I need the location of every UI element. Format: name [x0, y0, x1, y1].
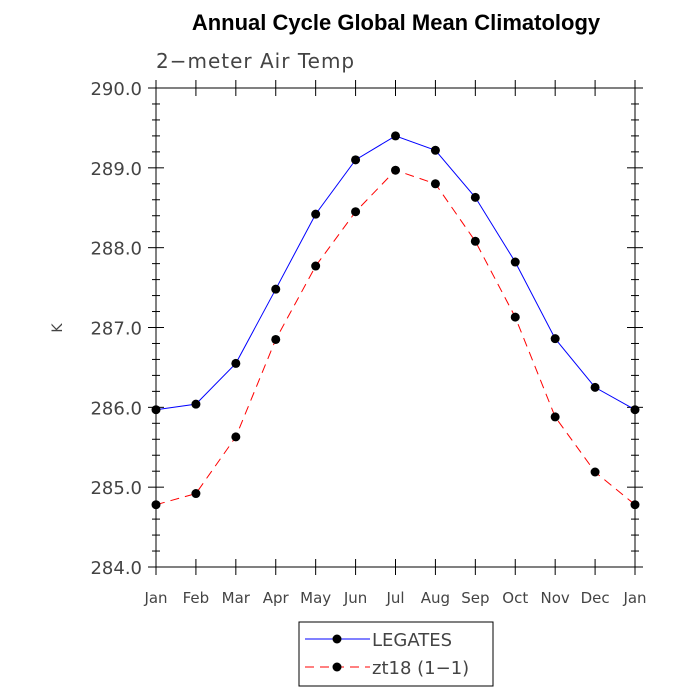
- data-point: [391, 131, 400, 141]
- x-tick-label: Sep: [461, 589, 489, 607]
- x-tick-label: Nov: [541, 589, 570, 607]
- data-point: [311, 261, 321, 271]
- x-tick-label: Jan: [143, 589, 167, 607]
- x-tick-labels: Jan Feb Mar Apr May Jun Jul Aug Sep Oct Nov Dec Jan: [143, 589, 646, 607]
- data-point: [351, 207, 361, 217]
- series-line-1: [155, 169, 636, 506]
- x-tick-label: Jun: [343, 589, 367, 607]
- data-point: [311, 209, 321, 219]
- x-tick-label: Aug: [421, 589, 450, 607]
- data-point: [590, 467, 600, 477]
- data-point: [430, 145, 440, 155]
- data-point: [470, 192, 480, 202]
- x-tick-label: Feb: [183, 589, 210, 607]
- x-tick-label: Mar: [222, 589, 251, 607]
- data-point: [470, 236, 480, 246]
- series-layer: [151, 131, 640, 510]
- chart-title: Annual Cycle Global Mean Climatology: [192, 10, 601, 35]
- y-tick-label: 288.0: [90, 239, 142, 260]
- data-point: [271, 334, 281, 344]
- x-tick-label: Jul: [385, 589, 404, 607]
- data-point: [510, 257, 520, 267]
- data-point: [550, 412, 560, 422]
- x-tick-label: Apr: [263, 589, 290, 607]
- legend-label-legates: LEGATES: [372, 630, 452, 651]
- y-tick-label: 290.0: [90, 79, 142, 100]
- data-point: [430, 179, 440, 189]
- data-point: [391, 165, 400, 175]
- y-tick-label: 286.0: [90, 398, 142, 419]
- data-point: [231, 358, 241, 368]
- y-axis-label: K: [50, 323, 66, 333]
- plot-frame: [155, 87, 636, 568]
- x-tick-label: Jan: [622, 589, 646, 607]
- y-tick-label: 289.0: [90, 159, 142, 180]
- data-point: [351, 155, 361, 165]
- legend-label-zt18: zt18 (1−1): [372, 658, 469, 679]
- y-tick-labels: 284.0 285.0 286.0 287.0 288.0 289.0 290.0: [90, 79, 142, 579]
- data-point: [271, 284, 281, 294]
- axis-ticks: [148, 80, 643, 575]
- data-point: [191, 399, 201, 409]
- legend: LEGATES zt18 (1−1): [298, 621, 494, 687]
- x-tick-label: May: [300, 589, 331, 607]
- y-tick-label: 285.0: [90, 478, 142, 499]
- x-tick-label: Dec: [581, 589, 610, 607]
- legend-marker-zt18: [332, 662, 342, 672]
- legend-marker-legates: [332, 634, 342, 644]
- data-point: [231, 432, 241, 442]
- y-tick-label: 284.0: [90, 558, 142, 579]
- series-line-0: [155, 135, 636, 411]
- chart-subtitle: 2−meter Air Temp: [156, 49, 355, 73]
- data-point: [510, 312, 520, 322]
- y-tick-label: 287.0: [90, 319, 142, 340]
- data-point: [590, 382, 600, 392]
- data-point: [191, 489, 201, 499]
- legend-box: [298, 621, 494, 687]
- x-tick-label: Oct: [502, 589, 528, 607]
- data-point: [550, 334, 560, 344]
